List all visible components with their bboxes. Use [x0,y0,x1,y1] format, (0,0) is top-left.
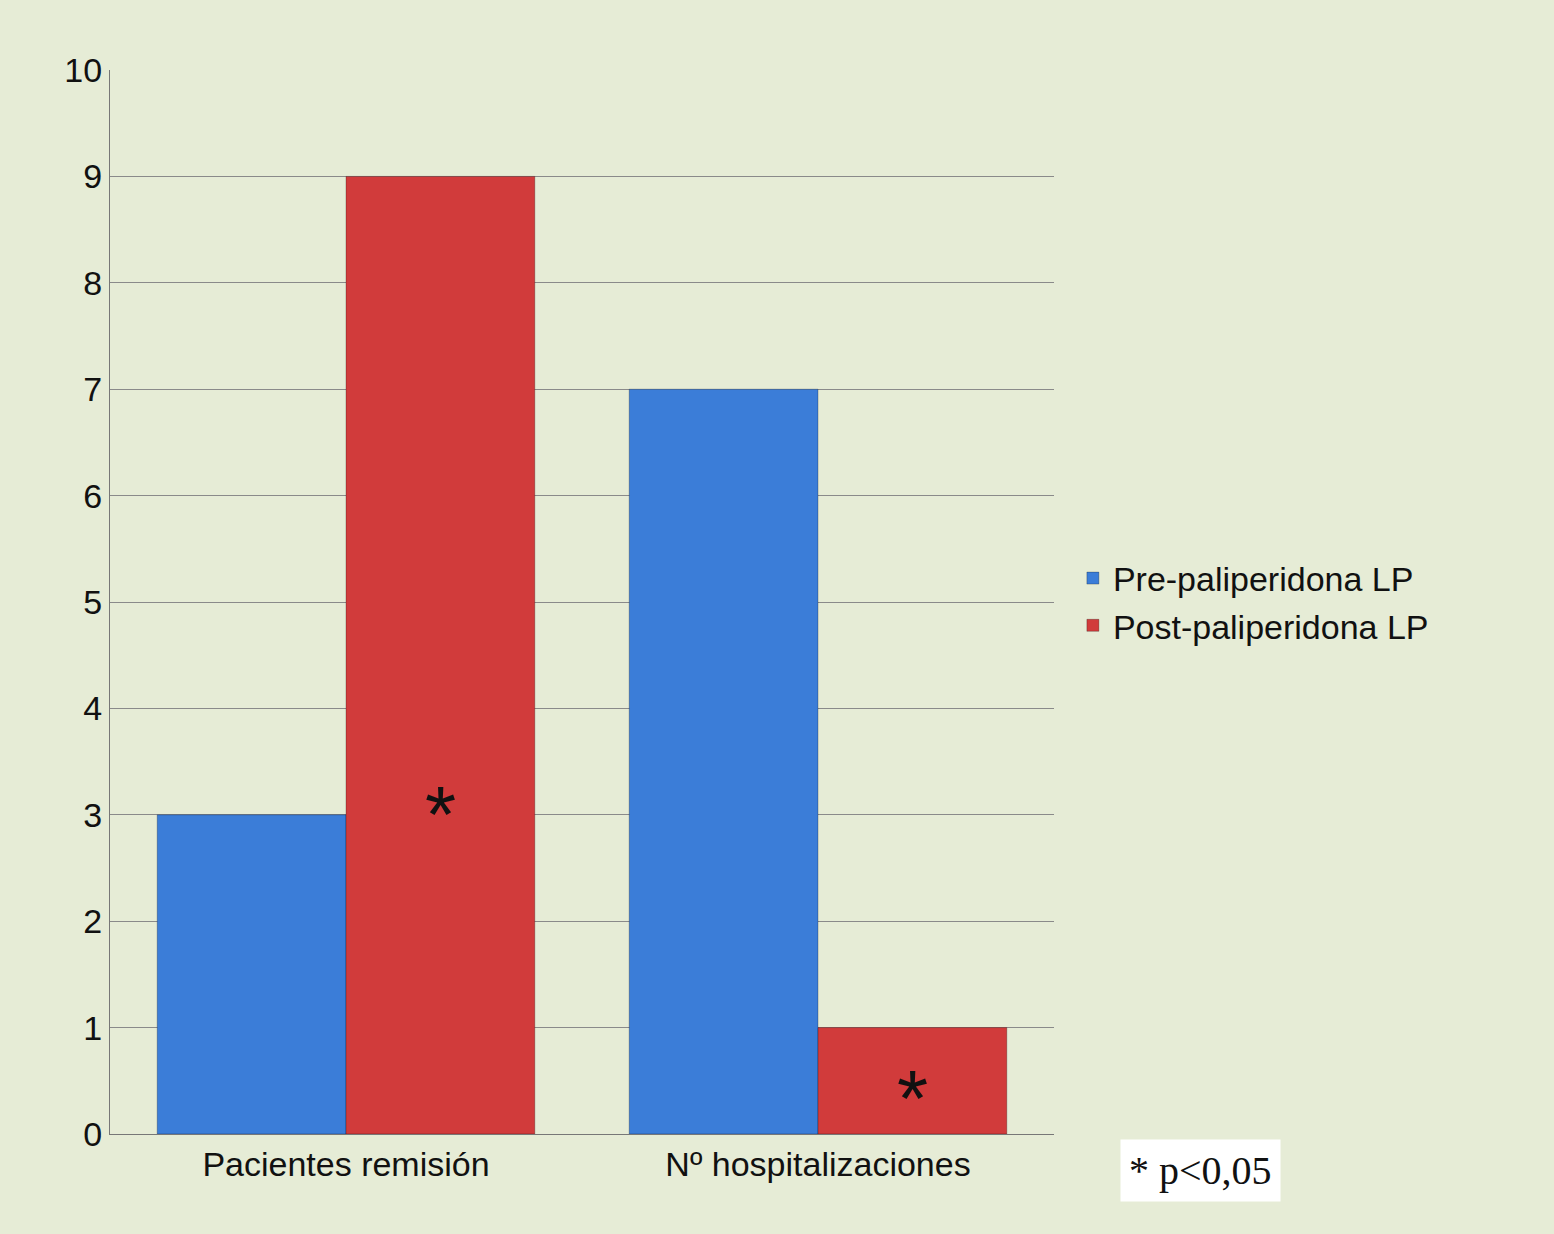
svg-text:5: 5 [83,583,102,621]
svg-text:7: 7 [83,370,102,408]
svg-text:2: 2 [83,902,102,940]
svg-text:Nº hospitalizaciones: Nº hospitalizaciones [665,1145,970,1183]
svg-text:1: 1 [83,1009,102,1047]
svg-text:* p<0,05: * p<0,05 [1129,1148,1272,1193]
svg-text:9: 9 [83,157,102,195]
svg-text:*: * [897,1054,928,1143]
svg-text:0: 0 [83,1115,102,1153]
svg-text:Pre-paliperidona LP: Pre-paliperidona LP [1113,560,1414,598]
svg-text:8: 8 [83,264,102,302]
svg-text:6: 6 [83,477,102,515]
svg-text:4: 4 [83,689,102,727]
svg-text:3: 3 [83,796,102,834]
svg-text:Post-paliperidona LP: Post-paliperidona LP [1113,608,1429,646]
svg-text:Pacientes remisión: Pacientes remisión [202,1145,489,1183]
svg-text:*: * [425,770,456,859]
svg-text:10: 10 [64,51,102,89]
